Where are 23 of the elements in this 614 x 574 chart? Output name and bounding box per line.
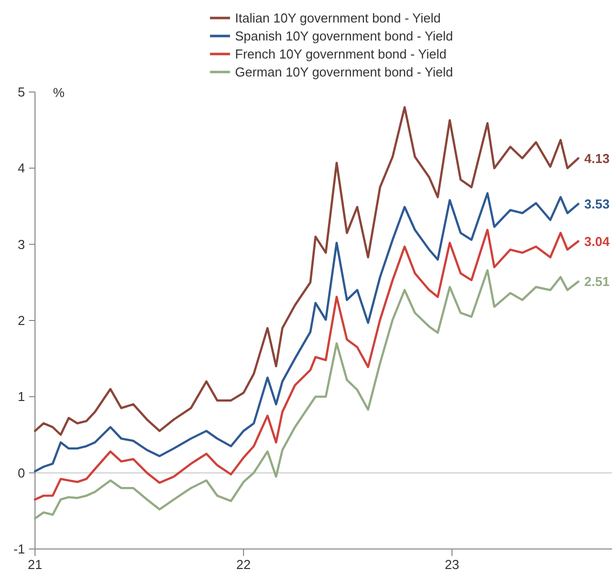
y-tick-label: -1 <box>13 542 25 557</box>
y-tick-label: 3 <box>18 236 25 252</box>
line-series <box>34 269 580 520</box>
x-tick-label: 22 <box>236 557 251 572</box>
line-series <box>34 192 580 472</box>
data-label: 4.13 <box>584 150 610 166</box>
legend-label: Spanish 10Y government bond - Yield <box>235 28 454 44</box>
data-label: 2.51 <box>584 274 610 290</box>
legend-label: French 10Y government bond - Yield <box>235 46 447 62</box>
data-label: 3.53 <box>584 196 610 212</box>
y-tick-label: 0 <box>18 465 25 480</box>
y-tick-label: 2 <box>18 313 25 328</box>
line-series <box>34 106 580 436</box>
legend-label: German 10Y government bond - Yield <box>235 64 454 80</box>
x-tick-label: 23 <box>444 557 460 572</box>
y-axis-title: % <box>53 85 65 100</box>
legend-label: Italian 10Y government bond - Yield <box>235 10 441 26</box>
line-series <box>34 228 580 501</box>
data-label: 3.04 <box>584 234 610 249</box>
y-tick-label: 5 <box>18 84 25 100</box>
x-tick-label: 21 <box>28 557 42 572</box>
y-tick-label: 4 <box>18 160 25 176</box>
y-tick-label: 1 <box>18 389 25 404</box>
